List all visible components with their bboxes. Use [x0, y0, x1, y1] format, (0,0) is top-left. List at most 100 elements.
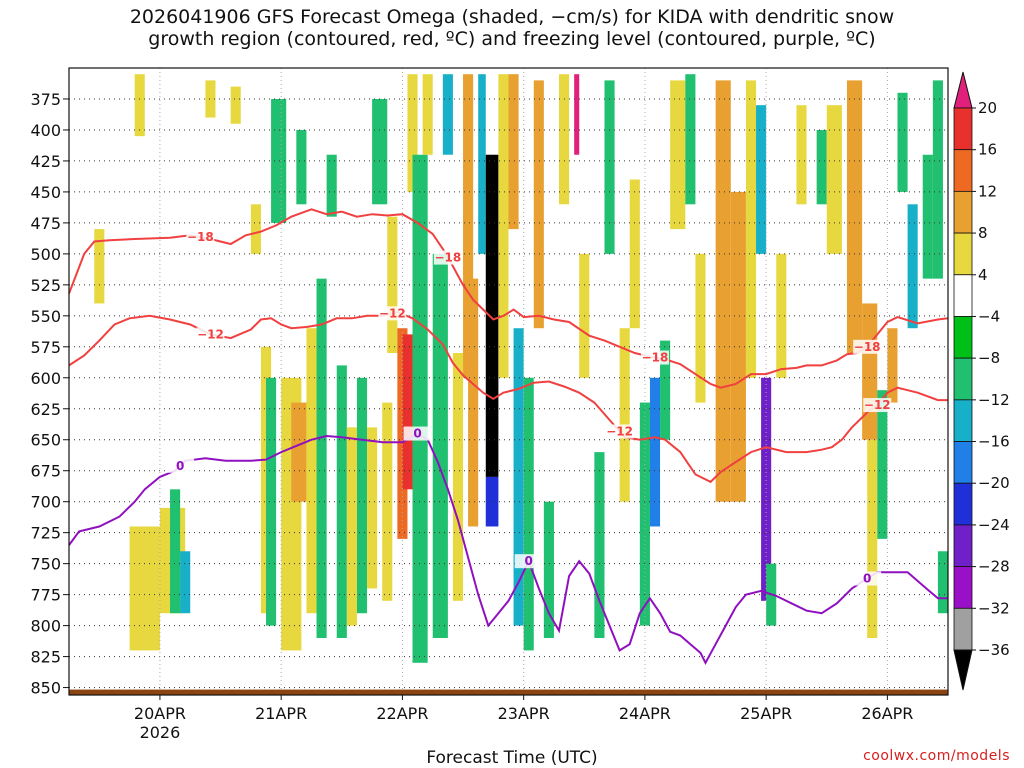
y-tick-label: 425 [30, 152, 61, 171]
colorbar-swatch [953, 107, 973, 151]
y-tick-label: 800 [30, 617, 61, 636]
colorbar-tick-label: −12 [978, 391, 1010, 409]
omega-shade-cell [907, 204, 918, 329]
omega-shade-cell [826, 105, 842, 254]
omega-shade-cell [291, 402, 307, 502]
x-axis-label: Forecast Time (UTC) [426, 748, 598, 768]
contour-label-bg [196, 327, 225, 342]
omega-shade-cell [867, 439, 878, 638]
contour-label: −18 [434, 251, 461, 265]
x-tick-label: 26APR [861, 704, 913, 723]
contour-label-bg [378, 306, 407, 321]
contour-label: −12 [606, 424, 633, 438]
omega-shade-cell [932, 80, 943, 279]
colorbar-swatch [953, 316, 973, 359]
omega-shade-cell [846, 80, 863, 354]
y-tick-label: 825 [30, 648, 61, 667]
contour-label: −12 [864, 398, 891, 412]
omega-shade-cell [205, 80, 216, 118]
colorbar-tick-label: 12 [978, 182, 997, 200]
omega-shade-cell [316, 278, 327, 638]
colorbar-tick-label: 16 [978, 141, 997, 159]
plot-border [68, 67, 949, 696]
colorbar-swatch [953, 149, 973, 192]
omega-shade-cell [134, 74, 145, 137]
y-tick-label: 550 [30, 307, 61, 326]
omega-shade-cell [730, 191, 746, 502]
omega-shade-cell [468, 278, 479, 527]
omega-shade-cell [498, 74, 509, 378]
contour-label: 0 [863, 572, 871, 586]
omega-shade-cell [412, 154, 428, 663]
omega-shade-cell [523, 377, 534, 651]
omega-shade-cell [660, 340, 671, 440]
y-tick-label: 500 [30, 245, 61, 264]
omega-shade-cell [670, 80, 686, 230]
omega-shade-cell [816, 129, 827, 205]
contour-label-bg [403, 426, 432, 441]
omega-shade-cell [452, 353, 464, 601]
omega-shade-cell [326, 154, 337, 217]
y-tick-label: 525 [30, 276, 61, 295]
omega-shade-cell [922, 154, 933, 279]
omega-shade-cell [604, 80, 615, 254]
omega-shade-cell [649, 377, 661, 527]
colorbar-tick-label: −28 [978, 558, 1010, 576]
omega-shade-cell [685, 74, 696, 205]
y-tick-label: 850 [30, 679, 61, 698]
x-tick-label: 22APR [376, 704, 428, 723]
colorbar-tick-label: −4 [978, 307, 1000, 325]
colorbar-bottom-arrow [953, 649, 973, 691]
contour-0C [68, 432, 948, 665]
contour-label: −12 [379, 306, 406, 320]
omega-shade-cell [372, 98, 388, 205]
omega-shade-cell [639, 402, 650, 626]
colorbar-swatch [953, 482, 973, 526]
y-tick-label: 725 [30, 524, 61, 543]
y-tick-label: 450 [30, 183, 61, 202]
y-tick-label: 650 [30, 431, 61, 450]
contour-label-bg [186, 230, 215, 245]
contour-label-bg [433, 250, 462, 265]
omega-shade-cell [432, 253, 448, 638]
contour-label-bg [605, 424, 634, 439]
omega-shade-cell [508, 74, 519, 230]
colorbar-tick-label: −32 [978, 599, 1010, 617]
x-tick-label: 20APR [134, 704, 186, 723]
contour-label: 0 [413, 427, 421, 441]
contour-label-bg [853, 571, 882, 586]
omega-shade-cell [367, 427, 378, 589]
omega-shade-cell [543, 501, 554, 638]
omega-shade-cell [296, 129, 307, 205]
contour-label: 0 [525, 554, 533, 568]
y-tick-label: 600 [30, 369, 61, 388]
omega-shade-cell [695, 253, 706, 403]
contour-label-bg [863, 398, 892, 413]
x-tick-sublabel: 2026 [140, 723, 181, 742]
colorbar-swatch [953, 524, 973, 568]
contour-label-bg [853, 339, 882, 354]
omega-shade-cell [594, 452, 605, 638]
x-tick-label: 23APR [498, 704, 550, 723]
x-tick-label: 21APR [255, 704, 307, 723]
omega-shade-cell [761, 377, 772, 601]
omega-shade-cell [862, 303, 878, 440]
omega-shade-cell [402, 334, 413, 490]
omega-shade-cell [478, 74, 486, 254]
colorbar-swatch [953, 566, 973, 609]
omega-shade-cell [776, 253, 787, 378]
omega-shade-cell [346, 427, 357, 626]
omega-shade-cell [463, 74, 474, 378]
contour-label-bg [166, 458, 195, 473]
contour-label: −18 [187, 230, 214, 244]
omega-shade-cell [230, 86, 241, 124]
omega-shade-cell [94, 229, 105, 304]
colorbar-top-arrow [953, 71, 973, 109]
colorbar-swatch [953, 607, 973, 651]
colorbar-swatch [953, 357, 973, 401]
omega-shade-cell [442, 74, 453, 155]
omega-shade-cell [533, 80, 544, 329]
y-tick-label: 625 [30, 400, 61, 419]
colorbar-tick-label: −20 [978, 474, 1010, 492]
